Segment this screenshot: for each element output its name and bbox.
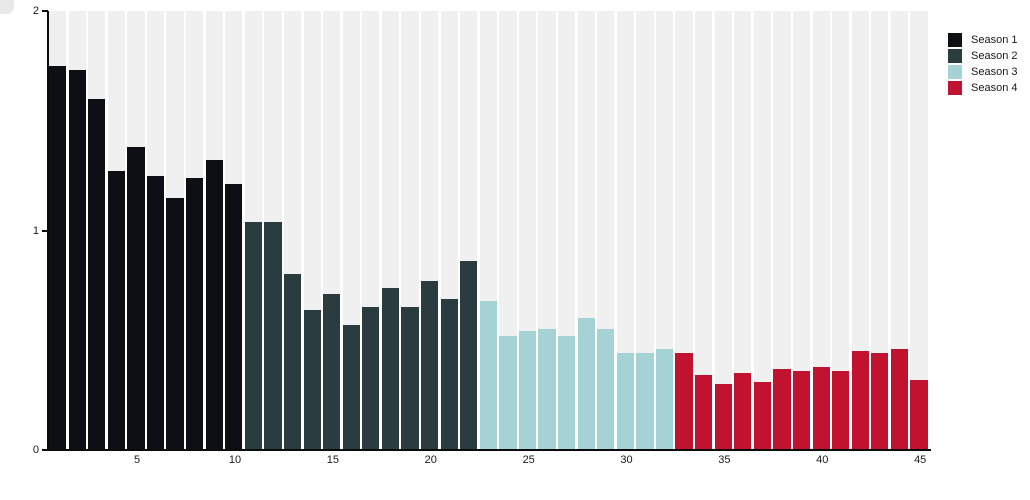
bar-episode-10 [225,184,243,450]
bar-episode-42 [851,351,869,450]
bar-episode-11 [244,221,262,450]
bar-episode-24 [499,335,517,450]
y-axis-line [47,11,49,450]
legend-label: Season 3 [971,66,1018,78]
background-stripe [714,11,732,450]
background-stripe [616,11,634,450]
x-tick-label: 10 [228,454,242,466]
y-tick-mark [42,229,48,232]
bar-episode-22 [460,261,478,450]
background-stripe [636,11,654,450]
x-tick-label: 25 [522,454,535,466]
legend-row: Season 4 [948,81,1017,95]
bar-episode-27 [558,335,576,450]
bar-episode-34 [695,375,713,450]
bar-episode-40 [812,366,830,450]
bar-episode-25 [518,331,537,450]
bar-episode-18 [381,287,400,450]
bar-episode-43 [871,353,889,450]
bar-episode-5 [127,147,145,450]
bar-episode-20 [420,280,439,450]
x-tick-label: 30 [620,454,633,466]
background-stripe [655,11,674,450]
bar-episode-9 [205,160,223,450]
bar-episode-2 [68,70,86,450]
legend-swatch-icon [948,49,962,63]
legend-row: Season 3 [948,65,1017,79]
bar-episode-31 [636,353,654,450]
screen-corner-artifact [0,0,14,14]
x-tick-label: 5 [134,454,141,466]
bar-episode-29 [597,329,615,450]
background-stripe [851,11,869,450]
legend-row: Season 1 [948,33,1017,47]
background-stripe [695,11,713,450]
bar-episode-45 [910,379,928,450]
background-stripe [773,11,791,450]
bar-episode-14 [303,309,321,450]
y-tick-label: 0 [32,444,39,456]
bar-episode-15 [323,294,341,450]
bar-episode-26 [538,329,556,450]
background-stripe [812,11,830,450]
bar-episode-33 [675,353,693,450]
background-stripe [910,11,928,450]
x-tick-label: 15 [326,454,340,466]
bar-episode-36 [734,373,752,450]
x-axis-line [47,449,931,451]
x-tick-label: 35 [718,454,731,466]
bar-episode-19 [401,307,419,450]
bar-episode-4 [107,171,125,450]
bar-episode-23 [479,300,497,450]
y-tick-mark [42,10,48,12]
legend-label: Season 1 [971,34,1018,46]
legend-swatch-icon [948,65,962,79]
bar-episode-44 [890,349,909,450]
legend-label: Season 2 [971,50,1018,62]
bar-episode-13 [283,274,302,450]
bar-episode-7 [166,197,184,450]
legend-swatch-icon [948,33,962,47]
bar-episode-30 [616,353,634,450]
bar-episode-3 [88,98,106,450]
background-stripe [675,11,693,450]
bar-episode-8 [186,177,204,450]
bar-episode-32 [655,349,674,450]
x-tick-label: 40 [816,454,829,466]
background-stripe [753,11,772,450]
background-stripe [792,11,811,450]
background-stripe [890,11,909,450]
bar-episode-37 [753,381,772,450]
bar-episode-17 [362,307,380,450]
legend-row: Season 2 [948,49,1017,63]
legend: Season 1 Season 2 Season 3 Season 4 [948,33,1017,97]
plot-area [49,11,930,450]
legend-swatch-icon [948,81,962,95]
bar-episode-1 [49,65,67,450]
bar-episode-38 [773,368,791,450]
x-tick-label: 20 [424,454,437,466]
bar-episode-12 [264,221,282,450]
y-tick-mark [42,449,48,451]
background-stripe [734,11,752,450]
background-stripe [832,11,850,450]
bar-episode-35 [714,384,732,450]
y-tick-label: 1 [32,224,39,237]
y-tick-label: 2 [32,5,39,17]
bar-episode-28 [577,318,595,450]
bar-episode-39 [792,370,811,450]
x-tick-label: 45 [914,454,927,466]
bar-episode-16 [342,324,360,450]
bar-episode-21 [440,298,458,450]
bar-episode-41 [832,370,850,450]
legend-label: Season 4 [971,82,1018,94]
bar-episode-6 [146,175,165,450]
background-stripe [871,11,889,450]
